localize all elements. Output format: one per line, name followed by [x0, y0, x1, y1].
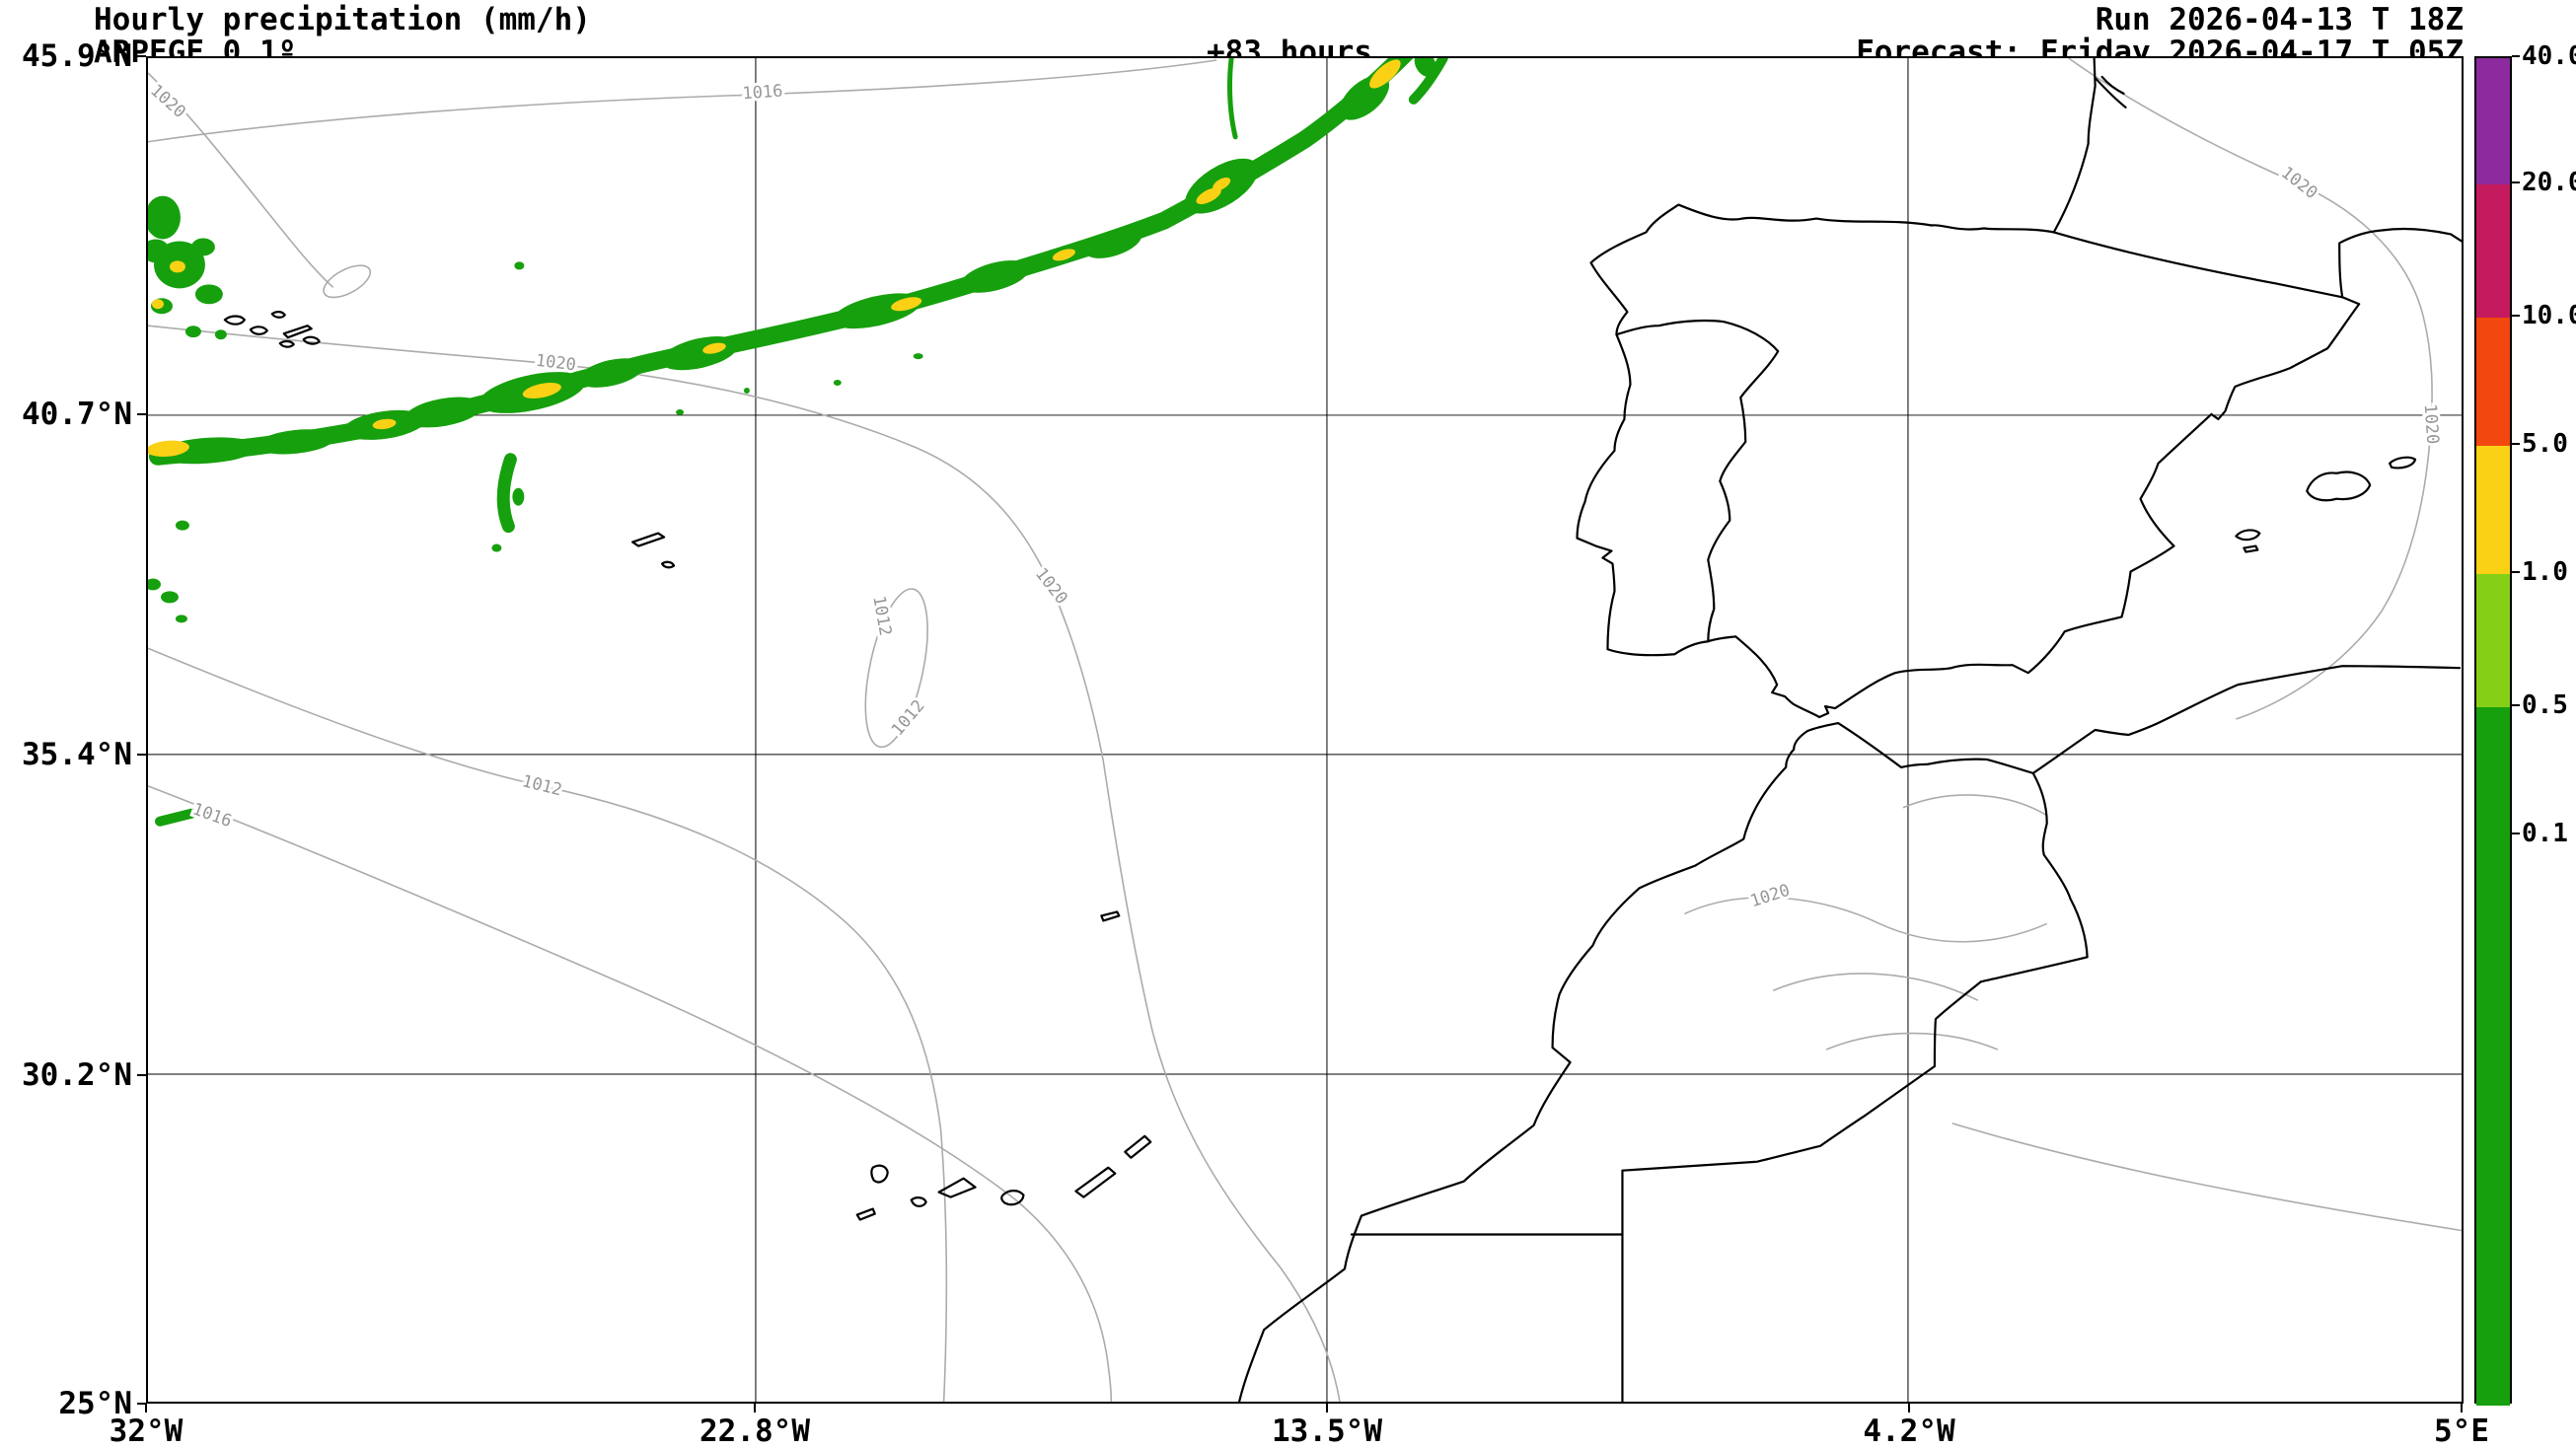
y-tick-mark [137, 1403, 146, 1405]
x-tick-mark [1908, 1404, 1910, 1413]
x-tick-mark [754, 1404, 756, 1413]
isobar-label: 1012 [887, 695, 928, 739]
isobar-label: 1016 [742, 81, 783, 104]
colorbar-tick-mark [2512, 571, 2520, 573]
isobar-label: 1012 [520, 770, 563, 799]
y-tick-label: 35.4°N [22, 737, 132, 772]
colorbar-segment [2476, 707, 2510, 1406]
colorbar-tick-mark [2512, 315, 2520, 317]
colorbar-segment [2476, 446, 2510, 574]
border-spain-portugal [1615, 319, 1780, 643]
grid-lines [148, 58, 2462, 1402]
colorbar-tick-mark [2512, 55, 2520, 57]
colorbar-tick-mark [2512, 181, 2520, 183]
colorbar-segment [2476, 574, 2510, 707]
figure-title: Hourly precipitation (mm/h) [94, 2, 591, 37]
precip-heavy-cores [148, 59, 1401, 458]
colorbar-tick-label: 0.1 [2522, 819, 2568, 848]
y-tick-mark [137, 1074, 146, 1076]
x-tick-mark [2461, 1404, 2463, 1413]
precip-cell-southwest [154, 808, 196, 827]
y-tick-mark [137, 754, 146, 756]
colorbar-tick-mark [2512, 443, 2520, 445]
border-morocco-algeria [1621, 771, 2089, 1172]
x-tick-mark [1326, 1404, 1328, 1413]
colorbar-tick-mark [2512, 704, 2520, 706]
coastline-estuary-marks [2094, 75, 2127, 109]
y-tick-label: 30.2°N [22, 1057, 132, 1093]
madeira-island [1100, 910, 1121, 922]
borders-layer [1350, 231, 2344, 1402]
isobar-label: 1016 [190, 798, 235, 831]
isobar-contours [148, 58, 2462, 1402]
x-tick-label: 4.2°W [1863, 1413, 1955, 1449]
y-tick-mark [137, 413, 146, 415]
precip-streak [1227, 58, 1238, 140]
colorbar-tick-label: 10.0 [2522, 301, 2576, 330]
isobar-label: 1020 [1032, 564, 1072, 608]
canary-islands [855, 1134, 1152, 1221]
y-tick-label: 40.7°N [22, 397, 132, 432]
coastline-north-africa [1238, 665, 2462, 1402]
colorbar-tick-label: 20.0 [2522, 168, 2576, 197]
isobar-label: 1020 [2421, 403, 2444, 445]
colorbar-tick-mark [2512, 833, 2520, 834]
x-tick-label: 5°E [2434, 1413, 2489, 1449]
balearic-islands [2235, 456, 2417, 553]
azores-islands [223, 311, 676, 569]
colorbar-segment [2476, 184, 2510, 318]
colorbar-tick-label: 40.0 [2522, 41, 2576, 71]
isobar-label: 1020 [148, 80, 190, 121]
colorbar-tick-label: 5.0 [2522, 429, 2568, 459]
x-tick-label: 22.8°W [699, 1413, 810, 1449]
precip-band-finger [1408, 58, 1448, 105]
colorbar [2474, 56, 2512, 1406]
precip-band-blobs [156, 58, 1436, 465]
isobar-label: 1020 [1747, 880, 1792, 911]
islands-layer [223, 311, 2417, 1221]
y-tick-mark [137, 55, 146, 57]
border-western-sahara [1350, 1169, 1624, 1402]
isobar-labels-layer: 1020 1016 1020 1020 1012 1012 1016 1012 1020 1020… [148, 77, 2446, 913]
isobar-label: 1020 [2278, 162, 2322, 202]
map-canvas: 1020 1016 1020 1020 1012 1012 1016 1012 1020 1020… [148, 58, 2462, 1402]
coastlines-layer [223, 58, 2462, 1402]
colorbar-tick-label: 1.0 [2522, 557, 2568, 587]
x-tick-label: 32°W [109, 1413, 184, 1449]
y-tick-label: 45.9°N [22, 38, 132, 74]
precipitation-layer [148, 58, 1448, 827]
coastline-iberia-france [1576, 58, 2462, 719]
x-tick-label: 13.5°W [1272, 1413, 1382, 1449]
map-plot-area: 1020 1016 1020 1020 1012 1012 1016 1012 1020 1020… [146, 56, 2464, 1404]
colorbar-segment [2476, 318, 2510, 446]
y-tick-label: 25°N [58, 1386, 132, 1421]
x-tick-mark [145, 1404, 147, 1413]
run-label: Run 2026-04-13 T 18Z [2095, 2, 2464, 37]
precip-band [148, 58, 1414, 466]
isobar-label: 1020 [535, 350, 577, 375]
colorbar-tick-label: 0.5 [2522, 690, 2568, 720]
isobar-label: 1012 [869, 594, 896, 637]
border-spain-france [2052, 231, 2344, 299]
precip-cell-streak [496, 453, 517, 534]
colorbar-segment [2476, 58, 2510, 184]
